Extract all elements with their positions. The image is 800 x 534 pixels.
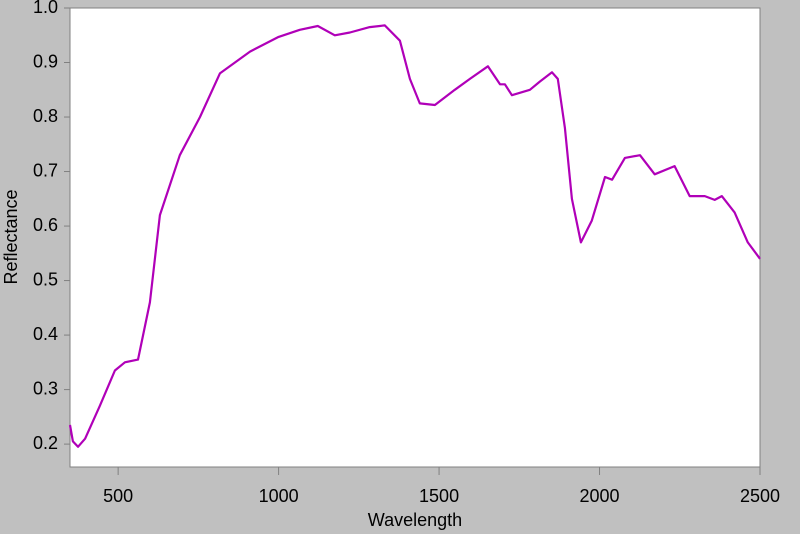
y-tick-label: 0.3 [33,378,58,398]
spectrum-line [68,24,761,448]
y-tick-label: 1.0 [33,0,58,17]
y-tick-label: 0.6 [33,215,58,235]
y-tick-label: 0.2 [33,433,58,453]
y-tick-label: 0.7 [33,160,58,180]
x-tick-label: 500 [103,486,133,506]
y-tick-label: 0.4 [33,324,58,344]
y-axis-label: Reflectance [1,189,21,284]
plot-area [69,7,761,468]
x-tick-label: 2000 [580,486,620,506]
y-tick-label: 0.5 [33,269,58,289]
x-tick-label: 2500 [740,486,780,506]
x-tick-label: 1500 [419,486,459,506]
x-tick-label: 1000 [259,486,299,506]
y-tick-label: 0.9 [33,51,58,71]
y-tick-label: 0.8 [33,106,58,126]
x-axis-label: Wavelength [368,510,462,530]
